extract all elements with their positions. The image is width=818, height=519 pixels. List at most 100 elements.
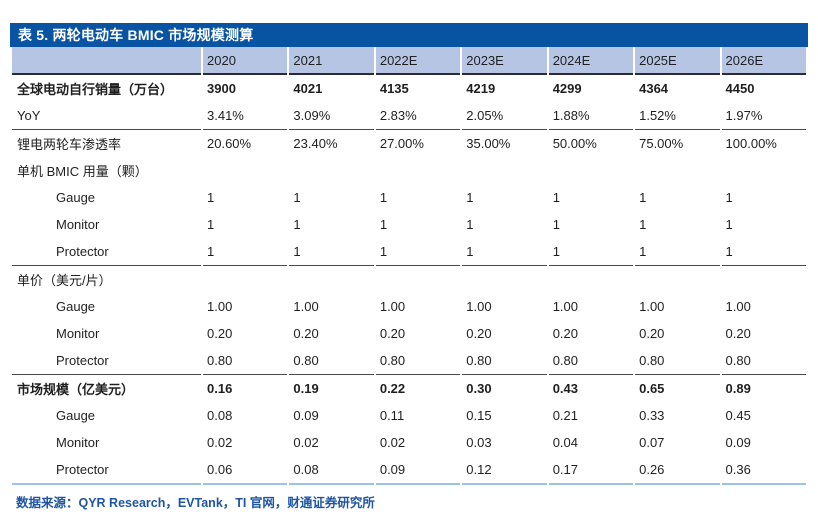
value-cell: 0.80 bbox=[466, 353, 492, 368]
header-cell-year: 2023E bbox=[462, 47, 547, 75]
value-cell: 1 bbox=[639, 217, 647, 232]
value-cell bbox=[721, 265, 806, 293]
value-cell: 4219 bbox=[466, 81, 496, 96]
value-cell: 75.00% bbox=[635, 129, 720, 157]
value-cell: 0.20 bbox=[552, 326, 578, 341]
value-cell: 1.00 bbox=[379, 299, 406, 314]
value-cell: 35.00% bbox=[462, 129, 547, 157]
row-label-cell: Protector bbox=[56, 353, 109, 368]
value-cell: 0.65 bbox=[635, 374, 720, 402]
row-label-cell: Protector bbox=[12, 456, 201, 485]
value-cell: 1 bbox=[639, 244, 647, 259]
table-row: 单价（美元/片） bbox=[12, 265, 806, 293]
table-row: Monitor 0.20 0.20 0.20 0.20 0.20 0.20 0.20 bbox=[12, 320, 806, 347]
value-cell: 0.02 bbox=[379, 435, 406, 450]
row-label-cell: Gauge bbox=[56, 299, 96, 314]
header-cell-label bbox=[12, 47, 201, 75]
value-cell: 0.30 bbox=[462, 374, 547, 402]
row-label-cell: Gauge bbox=[56, 408, 96, 423]
value-cell: 100.00% bbox=[721, 129, 806, 157]
value-cell: 1 bbox=[552, 244, 560, 259]
value-cell: 1 bbox=[552, 217, 560, 232]
value-cell: 27.00% bbox=[375, 129, 461, 157]
value-cell: 1 bbox=[725, 190, 733, 205]
value-cell: 1 bbox=[207, 217, 215, 232]
market-size-table: 2020 2021 2022E 2023E 2024E 2025E 2026E 全球电动自行… bbox=[10, 47, 808, 485]
value-cell: 0.89 bbox=[721, 374, 806, 402]
value-cell: 1 bbox=[207, 190, 215, 205]
value-cell: 0.02 bbox=[207, 435, 233, 450]
value-cell: 0.19 bbox=[289, 374, 374, 402]
value-cell: 3.41% bbox=[207, 108, 244, 123]
value-cell: 0.11 bbox=[379, 408, 405, 423]
value-cell: 0.45 bbox=[725, 408, 751, 423]
value-cell: 0.26 bbox=[635, 456, 720, 485]
value-cell: 0.20 bbox=[379, 326, 406, 341]
value-cell bbox=[376, 157, 460, 184]
value-cell: 1 bbox=[379, 217, 388, 232]
header-cell-year: 2024E bbox=[548, 47, 634, 75]
value-cell: 1.00 bbox=[639, 299, 665, 314]
row-label-cell: 市场规模（亿美元） bbox=[12, 374, 201, 402]
value-cell: 0.09 bbox=[725, 435, 751, 450]
value-cell: 0.17 bbox=[548, 456, 634, 485]
value-cell: 0.08 bbox=[289, 456, 374, 485]
value-cell: 1.52% bbox=[639, 108, 676, 123]
table-row: Monitor 0.02 0.02 0.02 0.03 0.04 0.07 0.09 bbox=[12, 429, 806, 456]
value-cell: 0.80 bbox=[725, 353, 751, 368]
header-cell-year: 2021 bbox=[289, 47, 374, 75]
table-row: 全球电动自行销量（万台） 3900 4021 4135 4219 4299 4364 4450 bbox=[12, 75, 806, 102]
value-cell: 0.08 bbox=[207, 408, 233, 423]
table-row: Gauge 1 1 1 1 1 1 1 bbox=[12, 184, 806, 211]
value-cell: 1.00 bbox=[552, 299, 578, 314]
table-body: 全球电动自行销量（万台） 3900 4021 4135 4219 4299 4364 4450… bbox=[12, 75, 806, 485]
table-container: 表 5. 两轮电动车 BMIC 市场规模测算 2020 2021 2022E 2023… bbox=[10, 23, 808, 511]
header-cell-year: 2025E bbox=[635, 47, 720, 75]
table-row: Gauge 1.00 1.00 1.00 1.00 1.00 1.00 1.00 bbox=[12, 293, 806, 320]
value-cell: 0.22 bbox=[375, 374, 461, 402]
value-cell bbox=[462, 157, 546, 184]
value-cell: 1.00 bbox=[293, 299, 319, 314]
data-source-note: 数据来源：QYR Research，EVTank，TI 官网，财通证券研究所 bbox=[10, 492, 808, 511]
value-cell: 0.20 bbox=[466, 326, 492, 341]
value-cell: 1.00 bbox=[207, 299, 233, 314]
value-cell bbox=[722, 157, 806, 184]
table-row: 市场规模（亿美元） 0.16 0.19 0.22 0.30 0.43 0.65 0.89 bbox=[12, 374, 806, 402]
value-cell: 1 bbox=[725, 217, 733, 232]
value-cell bbox=[203, 157, 287, 184]
value-cell bbox=[635, 265, 720, 293]
value-cell bbox=[462, 265, 547, 293]
value-cell: 0.20 bbox=[293, 326, 319, 341]
value-cell: 0.43 bbox=[548, 374, 634, 402]
value-cell: 1 bbox=[293, 217, 301, 232]
value-cell bbox=[548, 265, 634, 293]
value-cell: 0.80 bbox=[639, 353, 665, 368]
row-label-cell: 全球电动自行销量（万台） bbox=[17, 82, 174, 97]
table-row: YoY 3.41% 3.09% 2.83% 2.05% 1.88% 1.52% 1.97% bbox=[12, 102, 806, 129]
row-label-cell: 锂电两轮车渗透率 bbox=[12, 129, 201, 157]
value-cell: 1 bbox=[379, 244, 388, 259]
value-cell: 1.97% bbox=[725, 108, 763, 123]
value-cell: 0.12 bbox=[462, 456, 547, 485]
value-cell: 0.80 bbox=[293, 353, 319, 368]
row-label-cell: Monitor bbox=[56, 435, 100, 450]
value-cell bbox=[289, 265, 374, 293]
value-cell: 1 bbox=[293, 190, 301, 205]
row-label-cell: 单机 BMIC 用量（颗） bbox=[17, 164, 148, 179]
table-title: 表 5. 两轮电动车 BMIC 市场规模测算 bbox=[18, 27, 254, 43]
value-cell: 1 bbox=[725, 244, 733, 259]
value-cell: 0.03 bbox=[466, 435, 492, 450]
value-cell: 4299 bbox=[552, 81, 582, 96]
table-row: 单机 BMIC 用量（颗） bbox=[12, 157, 806, 184]
value-cell bbox=[375, 265, 461, 293]
value-cell: 23.40% bbox=[289, 129, 374, 157]
value-cell: 1 bbox=[466, 244, 474, 259]
value-cell: 0.09 bbox=[293, 408, 319, 423]
table-row: Protector 0.80 0.80 0.80 0.80 0.80 0.80 0.80 bbox=[12, 347, 806, 374]
value-cell: 1 bbox=[639, 190, 647, 205]
value-cell: 1 bbox=[466, 190, 474, 205]
value-cell bbox=[549, 157, 633, 184]
table-row: Gauge 0.08 0.09 0.11 0.15 0.21 0.33 0.45 bbox=[12, 402, 806, 429]
value-cell: 0.80 bbox=[379, 353, 406, 368]
